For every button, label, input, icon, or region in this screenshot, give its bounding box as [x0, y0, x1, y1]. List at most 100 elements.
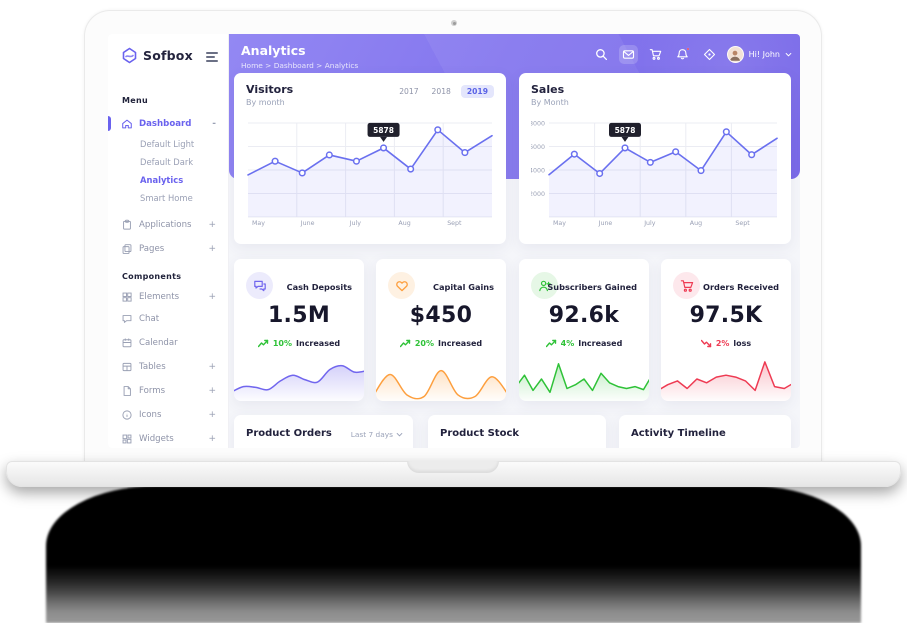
- sales-card: Sales By Month 2000 4000 6000 8000 May June Ju…: [519, 73, 791, 244]
- sidebar-item-smart-home[interactable]: Smart Home: [140, 193, 193, 203]
- sidebar-toggle-icon[interactable]: [206, 52, 218, 62]
- sidebar-item-calendar[interactable]: Calendar: [108, 336, 228, 351]
- stat-card-capital-gains: Capital Gains $450 20% Increased: [376, 259, 506, 401]
- expand-icon[interactable]: +: [208, 220, 216, 230]
- svg-text:July: July: [349, 220, 362, 227]
- expand-icon[interactable]: +: [208, 362, 216, 372]
- active-indicator: [108, 116, 111, 131]
- screen: Sofbox Menu Dashboard - Default Light De…: [108, 34, 800, 448]
- svg-text:5878: 5878: [373, 126, 394, 135]
- trend-row: 10% Increased: [234, 339, 364, 348]
- components-header: Components: [122, 272, 182, 281]
- brand-name: Sofbox: [143, 48, 193, 63]
- file-icon: [123, 386, 131, 396]
- info-circle-icon: [122, 410, 132, 420]
- svg-text:Aug: Aug: [690, 220, 702, 227]
- trend-up-icon: [399, 339, 411, 348]
- svg-text:June: June: [598, 220, 613, 227]
- trend-up-icon: [545, 339, 556, 348]
- expand-icon[interactable]: +: [208, 410, 216, 420]
- expand-icon[interactable]: +: [208, 434, 216, 444]
- sidebar-item-dashboard[interactable]: Dashboard -: [108, 116, 228, 132]
- svg-text:8000: 8000: [531, 120, 545, 127]
- sidebar-item-default-dark[interactable]: Default Dark: [140, 157, 194, 167]
- laptop-shadow: [46, 486, 861, 623]
- chevron-down-icon: [396, 432, 403, 437]
- svg-text:July: July: [643, 220, 656, 227]
- trend-row: 4% Increased: [519, 339, 649, 348]
- main-content: Analytics Home > Dashboard > Analytics: [229, 34, 800, 448]
- sidebar-item-icons[interactable]: Icons +: [108, 408, 228, 423]
- date-range-dropdown[interactable]: Last 7 days: [351, 430, 403, 439]
- expand-icon[interactable]: +: [208, 244, 216, 254]
- chart-subtitle: By month: [246, 98, 285, 107]
- sidebar-item-analytics[interactable]: Analytics: [140, 175, 184, 185]
- mail-icon[interactable]: [618, 45, 638, 64]
- chat-bubble-icon: [122, 315, 132, 323]
- header-actions: Hi! John: [592, 45, 792, 64]
- tab-2019[interactable]: 2019: [460, 85, 494, 98]
- stat-card-orders: Orders Received 97.5K 2% loss: [661, 259, 791, 401]
- collapse-icon[interactable]: -: [212, 119, 216, 129]
- bell-icon[interactable]: [673, 45, 692, 64]
- sofbox-logo-icon: [122, 47, 137, 64]
- sparkline: [234, 364, 364, 401]
- visitors-card: Visitors By month 2017 2018 2019 May June…: [234, 73, 506, 244]
- svg-text:6000: 6000: [531, 144, 545, 151]
- svg-text:May: May: [553, 220, 566, 227]
- svg-text:2000: 2000: [531, 191, 545, 198]
- sidebar-item-default-light[interactable]: Default Light: [140, 139, 195, 149]
- chart-title: Sales: [531, 83, 565, 96]
- sidebar-item-elements[interactable]: Elements +: [108, 290, 228, 305]
- sparkline: [376, 369, 506, 401]
- tab-2018[interactable]: 2018: [431, 87, 451, 96]
- user-menu[interactable]: Hi! John: [726, 46, 792, 63]
- expand-icon[interactable]: +: [208, 386, 216, 396]
- chevron-down-icon: [785, 52, 792, 57]
- cart-icon: [673, 272, 700, 299]
- home-icon: [122, 119, 132, 129]
- widgets-icon: [122, 434, 132, 444]
- svg-text:May: May: [252, 220, 265, 227]
- sidebar-item-tables[interactable]: Tables +: [108, 360, 228, 375]
- breadcrumb[interactable]: Home > Dashboard > Analytics: [241, 61, 359, 70]
- svg-text:June: June: [300, 220, 315, 227]
- stat-card-cash-deposits: Cash Deposits 1.5M 10% Increased: [234, 259, 364, 401]
- expand-icon[interactable]: +: [208, 292, 216, 302]
- chat-icon: [246, 272, 273, 299]
- svg-text:4000: 4000: [531, 167, 545, 174]
- avatar: [726, 46, 744, 63]
- sidebar-item-forms[interactable]: Forms +: [108, 384, 228, 399]
- search-icon[interactable]: [592, 45, 611, 64]
- laptop-notch: [407, 461, 499, 473]
- product-orders-card: Product Orders Last 7 days: [234, 415, 413, 448]
- chart-subtitle: By Month: [531, 98, 569, 107]
- table-icon: [122, 362, 132, 372]
- product-stock-card: Product Stock: [428, 415, 606, 448]
- sidebar-item-chat[interactable]: Chat: [108, 312, 228, 327]
- trend-up-icon: [257, 339, 269, 348]
- sparkline: [661, 361, 791, 401]
- svg-text:5878: 5878: [615, 126, 636, 135]
- svg-text:Sept: Sept: [447, 220, 462, 227]
- chart-title: Visitors: [246, 83, 294, 96]
- trend-down-icon: [700, 339, 712, 348]
- tab-2017[interactable]: 2017: [399, 87, 419, 96]
- menu-header: Menu: [122, 96, 148, 105]
- sidebar-item-applications[interactable]: Applications +: [108, 218, 228, 233]
- year-tabs: 2017 2018 2019: [396, 85, 494, 98]
- compass-icon[interactable]: [700, 45, 719, 64]
- pages-icon: [122, 244, 132, 254]
- activity-timeline-card: Activity Timeline: [619, 415, 791, 448]
- sidebar-item-pages[interactable]: Pages +: [108, 242, 228, 257]
- visitors-line-chart: May June July Aug Sept 5878: [247, 122, 493, 227]
- sparkline: [519, 363, 649, 401]
- sales-line-chart: 2000 4000 6000 8000 May June July Aug Sept 5878: [531, 120, 778, 227]
- sidebar-item-widgets[interactable]: Widgets +: [108, 432, 228, 447]
- logo[interactable]: Sofbox: [108, 44, 228, 68]
- clipboard-icon: [123, 219, 131, 230]
- user-greeting: Hi! John: [748, 50, 780, 59]
- grid-icon: [122, 292, 132, 302]
- cart-icon[interactable]: [646, 45, 665, 64]
